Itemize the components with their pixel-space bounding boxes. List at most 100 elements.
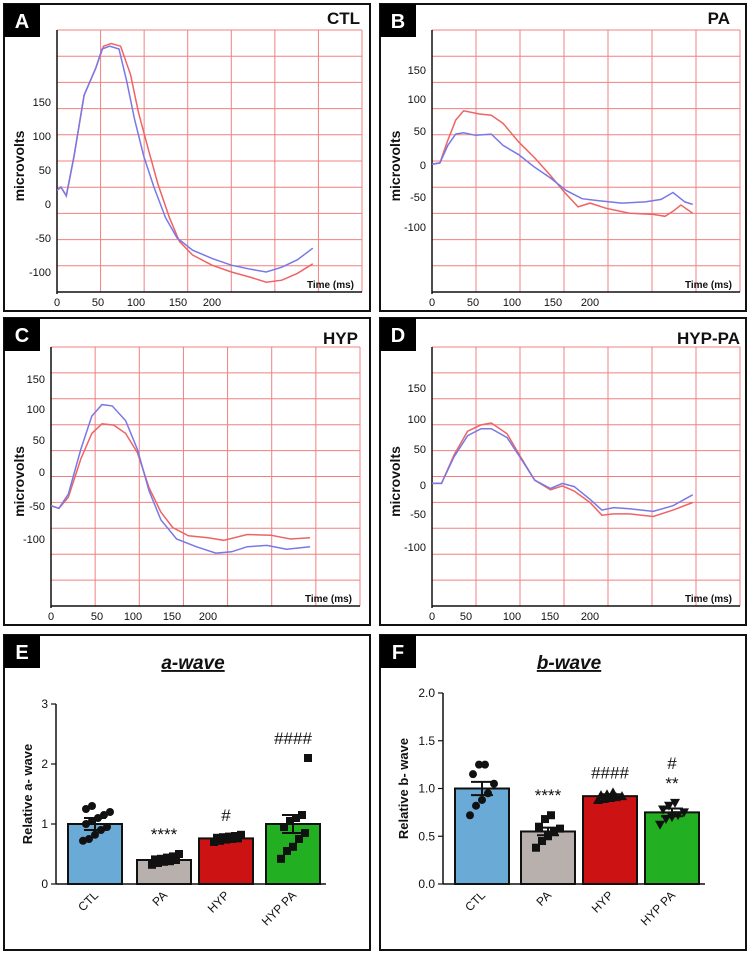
data-point [469,770,477,779]
x-tick-label: 50 [460,611,472,623]
x-tick-label: 100 [127,297,145,309]
significance-label: #### [591,763,629,782]
significance-label: # [667,754,677,773]
data-point [169,852,177,861]
y-tick-label: 0 [45,199,51,211]
data-point [283,847,291,855]
panel-letter-box-f [380,635,416,668]
panel-letter-box-c [4,318,40,351]
data-point [472,801,480,810]
panel-title: HYP-PA [677,329,740,348]
y-tick-label: 150 [408,383,426,395]
x-axis-label: Time (ms) [685,594,732,605]
y-tick-label: 3 [41,697,48,711]
x-tick-label: 0 [48,611,54,623]
y-axis-label: Relative a- wave [20,744,35,844]
panel-title: PA [708,9,730,28]
y-tick-label: 50 [414,126,426,138]
y-tick-label: -100 [29,267,51,279]
panel-letter-d: D [391,325,405,347]
data-point [292,814,300,822]
trace-blue [432,132,693,206]
x-tick-label: 200 [203,297,221,309]
bar-hyp-pa [644,811,700,885]
bar-chart-title: b-wave [537,653,602,674]
data-point [304,754,312,762]
x-tick-label: 50 [91,611,103,623]
x-tick-label: 150 [169,297,187,309]
y-tick-label: 100 [27,404,45,416]
x-tick-label: 200 [581,611,599,623]
data-point [82,820,90,828]
data-point [148,860,156,869]
erg-panel-d: 150 100 50 0 -50 -100 0 50 100 150 200 Time (ms) mic… [387,329,741,623]
data-point [286,817,294,825]
x-tick-label: 150 [541,611,559,623]
data-point [478,795,486,804]
significance-label: **** [151,825,178,844]
panel-letter-e: E [15,642,28,664]
data-point [538,837,546,846]
panel-letter-box-e [4,635,40,668]
panel-letter-a: A [15,11,29,33]
y-tick-label: -100 [404,222,426,234]
x-tick-label: 150 [163,611,181,623]
data-point [277,854,285,863]
erg-panel-c: 150 100 50 0 -50 -100 0 50 100 150 200 Time (ms) mic… [11,329,361,623]
data-point [661,815,671,825]
y-tick-label: 1 [41,817,48,831]
data-point [475,760,483,769]
y-tick-label: -50 [410,192,426,204]
trace-red [432,109,694,218]
data-point [550,827,558,836]
data-point [670,798,680,808]
trace-red [432,422,693,518]
data-point [106,808,114,816]
data-point [664,801,674,811]
y-tick-label: 50 [414,444,426,456]
panel-frame-d [379,317,747,626]
panel-letter-box-b [380,4,416,37]
x-tick-label: 100 [503,297,521,309]
x-tick-label: 50 [92,297,104,309]
erg-panel-b: 150 100 50 0 -50 -100 0 50 100 150 200 Time (ms) mic… [387,9,741,309]
data-point [481,760,489,769]
panel-letter-box-d [380,318,416,351]
x-tick-label: 150 [544,297,562,309]
data-point [151,855,159,864]
data-point [301,829,309,837]
x-tick-label: 0 [429,297,435,309]
data-point [91,830,99,839]
x-tick-label: 0 [429,611,435,623]
data-point [556,824,564,833]
y-tick-label: 1.5 [418,734,435,748]
data-point [466,811,474,820]
panel-frame-a [3,3,371,312]
x-tick-label: 200 [581,297,599,309]
trace-blue [51,403,311,554]
data-point [655,820,665,830]
y-axis-label: microvolts [11,446,27,517]
y-tick-label: 50 [33,435,45,447]
panel-frame-b [379,3,747,312]
y-tick-label: 0 [420,160,426,172]
panel-letter-b: B [391,11,405,33]
erg-panel-a: 150 100 50 0 -50 -100 0 50 100 150 200 Time (ms) mic… [11,9,363,309]
significance-label: **** [535,786,562,805]
y-tick-label: 0.0 [418,877,435,891]
panel-frame-f [379,634,747,951]
y-tick-label: 0 [39,467,45,479]
bar-ctl [454,787,510,885]
panel-title: HYP [323,329,358,348]
panel-frame-e [3,634,371,951]
y-tick-label: -50 [35,233,51,245]
y-tick-label: 100 [408,94,426,106]
panel-letter-c: C [15,325,29,347]
data-point [79,836,87,845]
data-point [210,838,218,846]
x-tick-label: 0 [54,297,60,309]
trace-red [51,423,311,542]
trace-blue [432,427,694,513]
data-point [213,833,221,842]
